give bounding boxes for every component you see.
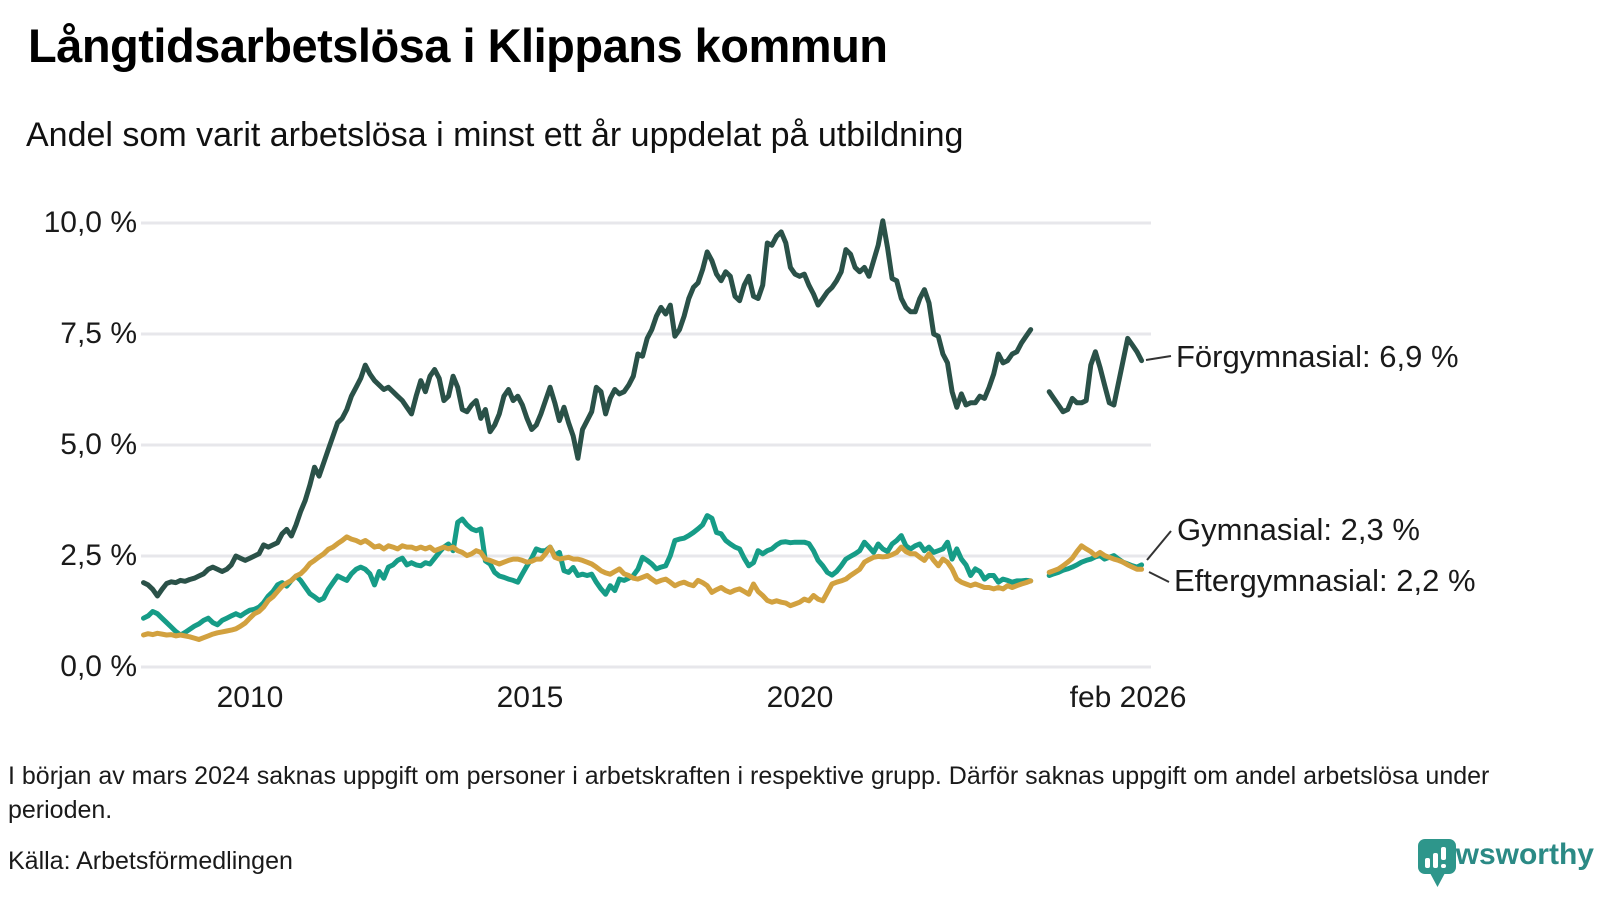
newsworthy-logo-icon [1418, 839, 1457, 887]
newsworthy-branding-link[interactable]: Newsworthy [1417, 838, 1594, 887]
y-axis-label-10-0: 10,0 % [43, 206, 137, 239]
page-title: Långtidsarbetslösa i Klippans kommun [28, 19, 888, 72]
connector-eftergymnasial [1148, 571, 1170, 583]
source-note: Källa: Arbetsförmedlingen [8, 847, 293, 875]
connector-forgymnasial [1145, 355, 1172, 361]
y-axis-label-7-5: 7,5 % [60, 317, 137, 350]
series-label-forgymnasial: Förgymnasial: 6,9 % [1176, 339, 1459, 374]
series-label-eftergymnasial: Eftergymnasial: 2,2 % [1174, 563, 1476, 598]
y-axis-label-0-0: 0,0 % [60, 650, 137, 683]
series-label-gymnasial: Gymnasial: 2,3 % [1177, 512, 1420, 547]
x-axis-label-feb-2026: feb 2026 [1069, 681, 1187, 714]
footnote: I början av mars 2024 saknas uppgift om … [8, 762, 1490, 824]
connector-gymnasial [1146, 530, 1172, 561]
series-line-eftergymnasial [141, 534, 1145, 642]
page-subtitle: Andel som varit arbetslösa i minst ett å… [26, 116, 964, 154]
gridlines [141, 221, 1151, 669]
series-lines [141, 218, 1145, 642]
x-axis-label-2015: 2015 [496, 681, 564, 714]
y-axis-label-2-5: 2,5 % [60, 539, 137, 572]
x-axis-label-2020: 2020 [766, 681, 834, 714]
x-axis-label-2010: 2010 [216, 681, 284, 714]
y-axis-label-5-0: 5,0 % [60, 428, 137, 461]
label-connectors [1145, 355, 1172, 583]
series-line-förgymnasial [141, 218, 1145, 599]
